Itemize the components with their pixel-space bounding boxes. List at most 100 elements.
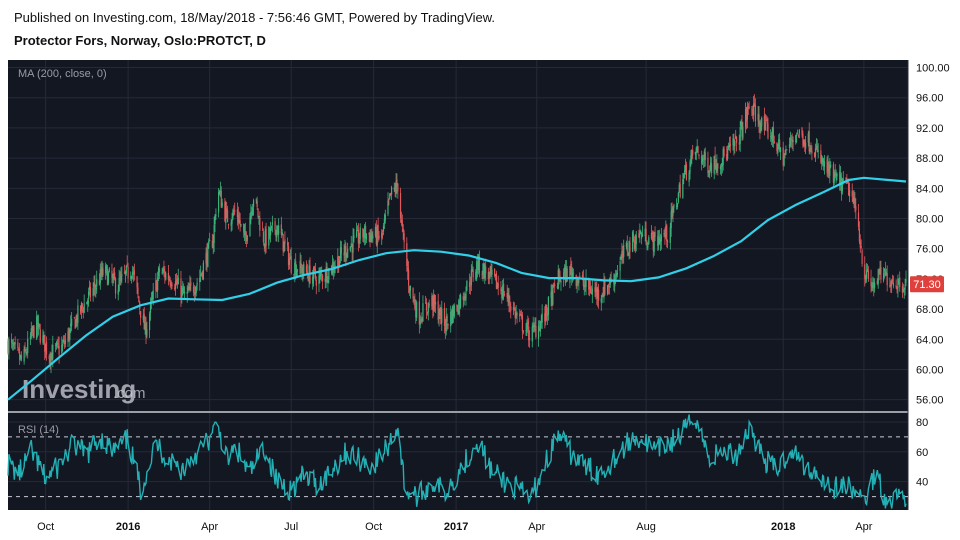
candle	[877, 268, 879, 289]
candle	[772, 121, 774, 148]
candle	[648, 235, 650, 246]
candle-body	[895, 285, 897, 288]
candle	[462, 292, 464, 308]
candle	[206, 243, 208, 273]
candle-body	[459, 294, 462, 308]
candle	[220, 186, 222, 208]
candle-body	[606, 284, 609, 294]
candle-body	[633, 240, 636, 250]
candle	[150, 292, 152, 310]
candle-body	[839, 174, 842, 184]
candle	[155, 273, 157, 299]
candle-body	[459, 299, 461, 309]
candle	[269, 221, 272, 243]
candle	[797, 134, 800, 138]
candle-body	[874, 282, 876, 288]
candle-body	[274, 221, 276, 231]
candle-body	[816, 145, 818, 152]
candle-body	[840, 176, 843, 194]
candle-body	[658, 237, 661, 244]
candle	[564, 260, 567, 286]
candle-body	[507, 293, 509, 299]
candle-body	[859, 240, 861, 248]
candle	[786, 149, 788, 151]
candle-body	[476, 261, 478, 274]
candle-body	[200, 274, 202, 277]
candle-body	[190, 282, 192, 286]
candle-body	[382, 225, 385, 232]
candle	[625, 240, 627, 250]
candle	[26, 347, 28, 356]
candle	[395, 172, 397, 198]
candle-body	[249, 216, 251, 237]
candle	[255, 198, 257, 204]
candle	[441, 300, 443, 331]
candle-body	[294, 262, 296, 275]
candle	[205, 247, 207, 271]
candle-body	[196, 282, 198, 286]
candle-body	[170, 283, 172, 286]
candle	[602, 286, 604, 297]
candle-body	[713, 156, 715, 174]
candle	[490, 263, 492, 278]
candle-body	[475, 271, 477, 280]
candle	[746, 101, 748, 129]
candle	[497, 275, 499, 296]
candle-body	[520, 314, 522, 316]
candle-body	[707, 157, 709, 173]
candle-body	[271, 222, 273, 225]
candle	[822, 156, 824, 167]
candle-body	[102, 268, 104, 275]
candle	[218, 189, 221, 196]
candle	[744, 102, 747, 134]
price-tick-label: 88.00	[916, 153, 944, 165]
candle-body	[719, 166, 722, 169]
candle-body	[704, 152, 706, 161]
watermark-suffix: .com	[113, 385, 146, 402]
candle	[503, 278, 505, 301]
candle	[839, 164, 841, 191]
candle-body	[7, 341, 9, 353]
candle	[468, 273, 471, 294]
candle-body	[408, 286, 411, 293]
candle-body	[89, 286, 92, 297]
candle	[347, 242, 349, 259]
candle-body	[570, 264, 572, 270]
candle	[802, 130, 804, 149]
candle	[17, 338, 19, 351]
candle-body	[727, 145, 730, 149]
candle	[684, 164, 686, 179]
candle-body	[80, 303, 83, 311]
candle-body	[626, 243, 628, 252]
candle	[345, 242, 347, 267]
candle-body	[300, 262, 302, 268]
candle	[338, 255, 340, 273]
candle-body	[503, 283, 505, 297]
price-tick-label: 92.00	[916, 123, 944, 135]
candle	[463, 291, 465, 306]
candle	[68, 326, 70, 342]
candle-body	[63, 341, 66, 345]
candle-body	[364, 225, 367, 239]
candle	[489, 266, 491, 280]
instrument-title: Protector Fors, Norway, Oslo:PROTCT, D	[14, 33, 266, 48]
candle-body	[408, 269, 410, 286]
candle-body	[808, 131, 810, 152]
candle	[738, 134, 740, 151]
candle	[582, 269, 584, 290]
candle	[453, 303, 455, 319]
candle	[131, 275, 133, 284]
candle-body	[143, 314, 145, 330]
candle-body	[452, 307, 455, 317]
candle	[143, 306, 145, 330]
candle	[376, 224, 378, 254]
candle-body	[767, 123, 769, 139]
candle	[428, 299, 430, 309]
candle	[79, 305, 82, 315]
candle-body	[482, 263, 484, 275]
candle-body	[93, 283, 95, 287]
candle-body	[485, 266, 487, 274]
candle	[741, 114, 743, 141]
candle-body	[319, 273, 321, 277]
